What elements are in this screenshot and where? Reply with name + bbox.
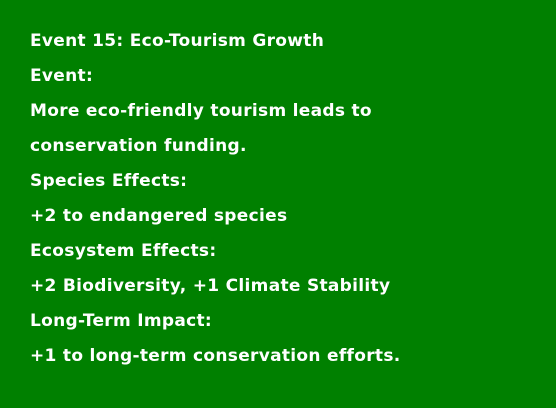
species-effects-value: +2 to endangered species	[30, 206, 288, 226]
ecosystem-effects-value: +2 Biodiversity, +1 Climate Stability	[30, 276, 391, 296]
species-effects-label: Species Effects:	[30, 171, 188, 191]
event-description-line-1: More eco-friendly tourism leads to	[30, 101, 372, 121]
long-term-impact-label: Long-Term Impact:	[30, 311, 213, 331]
event-description-line-2: conservation funding.	[30, 136, 247, 156]
event-title: Event 15: Eco-Tourism Growth	[30, 31, 325, 51]
ecosystem-effects-label: Ecosystem Effects:	[30, 241, 217, 261]
event-label: Event:	[30, 66, 94, 86]
long-term-impact-value: +1 to long-term conservation efforts.	[30, 346, 401, 366]
